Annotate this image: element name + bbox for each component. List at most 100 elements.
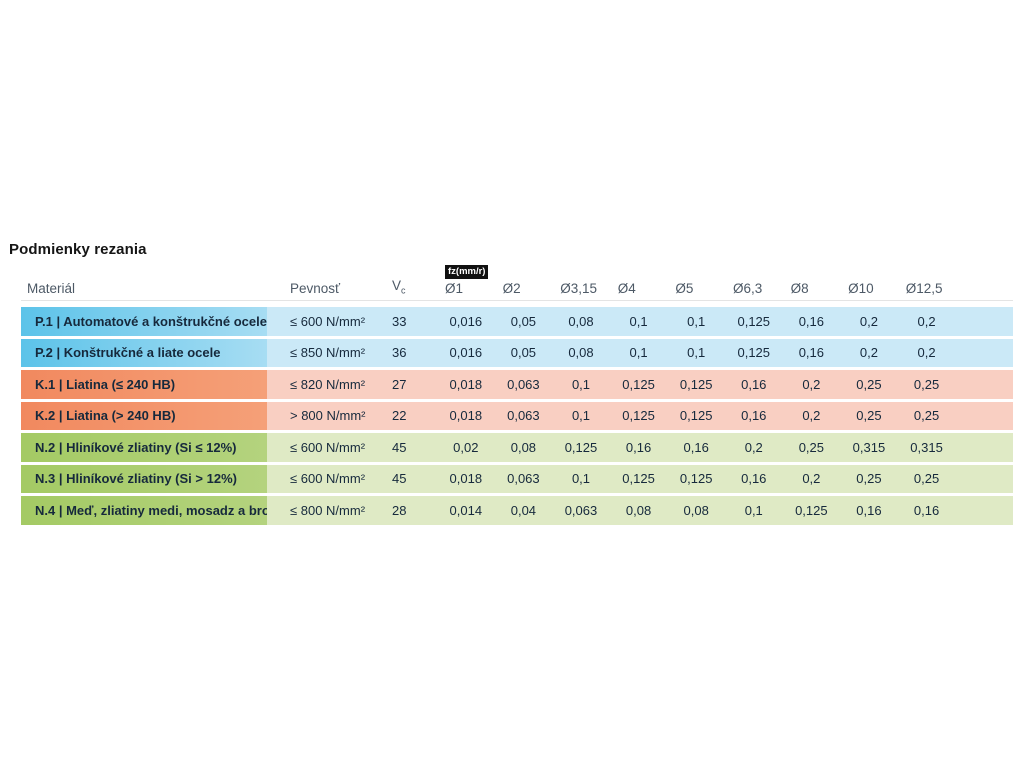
fz-value-cell: 0,125: [737, 345, 771, 361]
material-header: Materiál: [21, 262, 267, 300]
fz-value-cell: 0,1: [571, 471, 591, 487]
fz-value-cell: 0,125: [795, 502, 828, 518]
fz-value-cell: 0,16: [913, 502, 940, 518]
vc-header: Vc: [392, 262, 437, 300]
vc-cell: 45: [392, 471, 407, 487]
fz-value-cell: 0,063: [564, 502, 598, 518]
fz-value-cell: 0,25: [856, 471, 882, 487]
fz-value-cell: 0,018: [449, 471, 483, 487]
fz-value-cell: 0,063: [507, 471, 540, 487]
pevnost-cell: ≤ 800 N/mm²: [290, 502, 366, 518]
fz-value-cell: 0,08: [510, 439, 537, 455]
fz-value-cell: 0,08: [683, 502, 709, 518]
fz-value-cell: 0,2: [802, 376, 821, 392]
fz-value-cell: 0,16: [683, 439, 709, 455]
fz-value-cell: 0,2: [859, 345, 878, 361]
table-row: K.1 | Liatina (≤ 240 HB) ≤ 820 N/mm² 27 0,0…: [21, 370, 1013, 399]
table-row: P.1 | Automatové a konštrukčné ocele ≤ 60…: [21, 307, 1013, 336]
dia-header-label: Ø8: [790, 281, 809, 296]
vc-header-label: Vc: [392, 278, 406, 296]
dia-header-2: Ø2: [495, 262, 553, 300]
dia-header-label: Ø1: [445, 281, 464, 296]
fz-value-cell: 0,1: [629, 313, 648, 329]
vc-cell: 33: [392, 313, 407, 329]
dia-header-5: Ø5: [667, 262, 725, 300]
fz-value-cell: 0,2: [917, 345, 936, 361]
fz-value-cell: 0,1: [629, 345, 648, 361]
material-cell: N.4 | Meď, zliatiny medi, mosadz a bronz: [21, 496, 284, 525]
dia-header-label: Ø3,15: [560, 281, 597, 296]
fz-value-cell: 0,016: [449, 345, 483, 361]
fz-value-cell: 0,08: [568, 313, 594, 329]
fz-value-cell: 0,125: [622, 376, 655, 392]
pevnost-cell: ≤ 600 N/mm²: [290, 313, 366, 329]
vc-cell: 28: [392, 502, 407, 518]
dia-header-6: Ø6,3: [725, 262, 783, 300]
fz-value-cell: 0,04: [510, 502, 537, 518]
fz-value-cell: 0,05: [510, 313, 537, 329]
fz-value-cell: 0,1: [687, 313, 706, 329]
dia-header-label: Ø5: [675, 281, 694, 296]
fz-value-cell: 0,125: [679, 376, 713, 392]
fz-value-cell: 0,125: [622, 408, 655, 424]
fz-value-cell: 0,125: [679, 408, 713, 424]
fz-value-cell: 0,1: [571, 408, 591, 424]
page-title: Podmienky rezania: [9, 241, 147, 258]
material-cell: N.2 | Hliníkové zliatiny (Si ≤ 12%): [21, 433, 267, 462]
vc-cell: 45: [392, 439, 407, 455]
fz-value-cell: 0,2: [917, 313, 936, 329]
pevnost-header: Pevnosť: [267, 262, 392, 300]
dia-header-3: Ø3,15: [552, 262, 610, 300]
row-values: ≤ 850 N/mm² 36 0,016 0,05 0,08 0,1 0,1 0,125 0,1…: [267, 338, 1013, 367]
fz-value-cell: 0,1: [687, 345, 706, 361]
table-body: P.1 | Automatové a konštrukčné ocele ≤ 60…: [21, 307, 1013, 525]
row-values: > 800 N/mm² 22 0,018 0,063 0,1 0,125 0,125 0,16…: [267, 401, 1013, 430]
fz-value-cell: 0,125: [564, 439, 598, 455]
fz-value-cell: 0,016: [449, 313, 483, 329]
dia-header-label: Ø4: [617, 281, 636, 296]
pevnost-cell: > 800 N/mm²: [290, 408, 366, 424]
fz-unit-badge: fz(mm/r): [445, 265, 489, 279]
dia-header-8: Ø10: [840, 262, 898, 300]
dia-header-7: Ø8: [783, 262, 841, 300]
material-header-label: Materiál: [27, 281, 76, 296]
cutting-conditions-table: Materiál Pevnosť Vc fz(mm/r) Ø1 Ø2 Ø3,15 Ø4 Ø…: [21, 262, 1013, 528]
fz-value-cell: 0,25: [856, 376, 882, 392]
row-values: ≤ 600 N/mm² 45 0,018 0,063 0,1 0,125 0,125 0,16…: [267, 464, 1013, 493]
dia-header-label: Ø6,3: [732, 281, 763, 296]
fz-value-cell: 0,125: [679, 471, 713, 487]
fz-value-cell: 0,063: [507, 408, 540, 424]
vc-cell: 22: [392, 408, 407, 424]
dia-header-label: Ø12,5: [905, 281, 943, 296]
fz-value-cell: 0,16: [625, 439, 652, 455]
material-cell: N.3 | Hliníkové zliatiny (Si > 12%): [21, 464, 267, 493]
fz-value-cell: 0,014: [449, 502, 483, 518]
dia-header-9: Ø12,5: [898, 262, 956, 300]
fz-value-cell: 0,16: [741, 408, 767, 424]
vc-cell: 36: [392, 345, 407, 361]
row-values: ≤ 800 N/mm² 28 0,014 0,04 0,063 0,08 0,08 0,1 0,…: [267, 496, 1013, 525]
pevnost-cell: ≤ 850 N/mm²: [290, 345, 366, 361]
material-cell: P.1 | Automatové a konštrukčné ocele: [21, 307, 267, 336]
material-cell: K.2 | Liatina (> 240 HB): [21, 401, 267, 430]
vc-cell: 27: [392, 376, 407, 392]
material-cell: P.2 | Konštrukčné a liate ocele: [21, 338, 267, 367]
fz-value-cell: 0,08: [568, 345, 594, 361]
fz-value-cell: 0,315: [910, 439, 943, 455]
table-row: K.2 | Liatina (> 240 HB) > 800 N/mm² 22 0,0…: [21, 401, 1013, 430]
fz-value-cell: 0,25: [913, 471, 940, 487]
dia-header-label: Ø10: [848, 281, 874, 296]
fz-value-cell: 0,16: [741, 376, 767, 392]
pevnost-cell: ≤ 600 N/mm²: [290, 439, 366, 455]
fz-value-cell: 0,16: [741, 471, 767, 487]
table-row: N.3 | Hliníkové zliatiny (Si > 12%) ≤ 600…: [21, 464, 1013, 493]
fz-value-cell: 0,16: [856, 502, 882, 518]
dia-header-1: fz(mm/r) Ø1: [437, 262, 495, 300]
pevnost-header-label: Pevnosť: [290, 281, 341, 296]
header-row: Materiál Pevnosť Vc fz(mm/r) Ø1 Ø2 Ø3,15 Ø4 Ø…: [21, 262, 1013, 301]
dia-header-4: Ø4: [610, 262, 668, 300]
fz-value-cell: 0,2: [744, 439, 763, 455]
fz-value-cell: 0,05: [510, 345, 537, 361]
fz-value-cell: 0,16: [798, 313, 825, 329]
fz-value-cell: 0,018: [449, 408, 483, 424]
